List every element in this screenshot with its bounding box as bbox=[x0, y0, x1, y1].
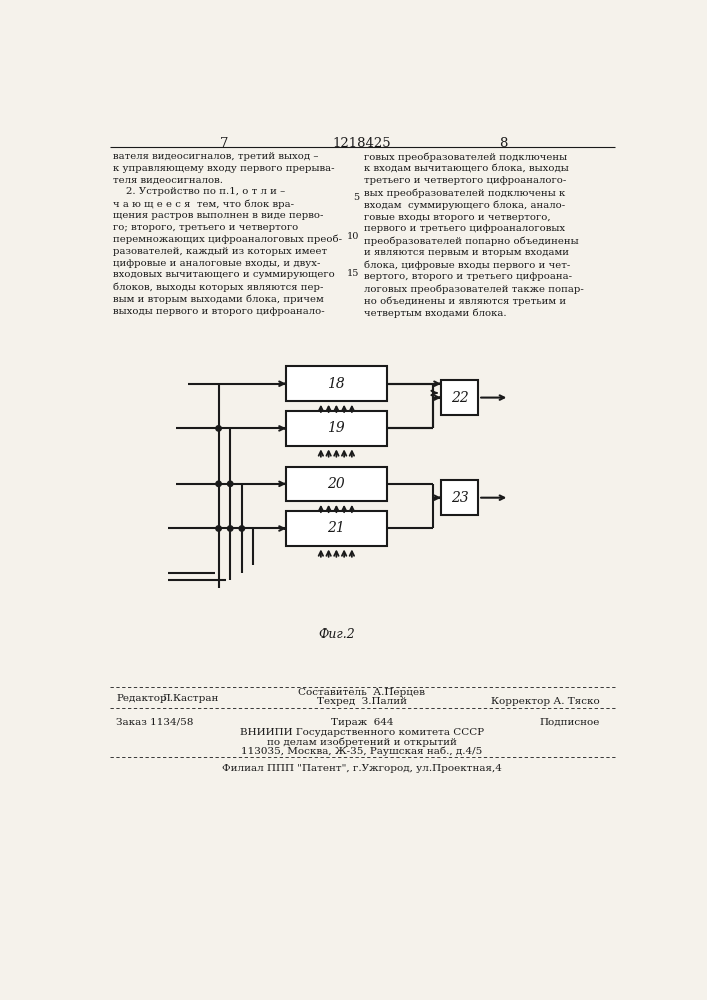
Bar bbox=[286, 411, 387, 446]
Text: Корректор А. Тяско: Корректор А. Тяско bbox=[491, 698, 600, 706]
Text: 21: 21 bbox=[327, 521, 345, 535]
Text: говых преобразователей подключены
к входам вычитающего блока, выходы
третьего и : говых преобразователей подключены к вход… bbox=[364, 152, 584, 318]
Bar bbox=[286, 366, 387, 401]
Text: Редактор: Редактор bbox=[116, 694, 167, 703]
Text: Тираж  644: Тираж 644 bbox=[331, 718, 393, 727]
Text: Составитель  А.Перцев: Составитель А.Перцев bbox=[298, 688, 426, 697]
Text: 22: 22 bbox=[451, 391, 469, 405]
Bar bbox=[441, 480, 478, 515]
Text: Л.Кастран: Л.Кастран bbox=[162, 694, 219, 703]
Text: Филиал ППП "Патент", г.Ужгород, ул.Проектная,4: Филиал ППП "Патент", г.Ужгород, ул.Проек… bbox=[222, 764, 502, 773]
Text: 18: 18 bbox=[327, 377, 345, 391]
Text: 15: 15 bbox=[346, 269, 359, 278]
Bar bbox=[441, 380, 478, 415]
Circle shape bbox=[216, 481, 221, 487]
Text: Подписное: Подписное bbox=[539, 718, 600, 727]
Text: 113035, Москва, Ж-35, Раушская наб., д.4/5: 113035, Москва, Ж-35, Раушская наб., д.4… bbox=[241, 747, 483, 756]
Circle shape bbox=[228, 481, 233, 487]
Text: 8: 8 bbox=[499, 137, 507, 150]
Text: 19: 19 bbox=[327, 421, 345, 435]
Text: 20: 20 bbox=[327, 477, 345, 491]
Text: 10: 10 bbox=[346, 232, 359, 241]
Text: 1218425: 1218425 bbox=[332, 137, 391, 150]
Text: вателя видеосигналов, третий выход –
к управляющему входу первого прерыва-
теля : вателя видеосигналов, третий выход – к у… bbox=[113, 152, 342, 316]
Text: 23: 23 bbox=[451, 491, 469, 505]
Text: Заказ 1134/58: Заказ 1134/58 bbox=[116, 718, 194, 727]
Circle shape bbox=[216, 426, 221, 431]
Bar bbox=[286, 466, 387, 501]
Text: ВНИИПИ Государственного комитета СССР: ВНИИПИ Государственного комитета СССР bbox=[240, 728, 484, 737]
Text: по делам изобретений и открытий: по делам изобретений и открытий bbox=[267, 738, 457, 747]
Text: Техред  З.Палий: Техред З.Палий bbox=[317, 698, 407, 706]
Text: 5: 5 bbox=[353, 193, 359, 202]
Text: Фиг.2: Фиг.2 bbox=[318, 628, 355, 641]
Circle shape bbox=[228, 526, 233, 531]
Text: 7: 7 bbox=[220, 137, 228, 150]
Circle shape bbox=[216, 526, 221, 531]
Circle shape bbox=[239, 526, 245, 531]
Bar bbox=[286, 511, 387, 546]
